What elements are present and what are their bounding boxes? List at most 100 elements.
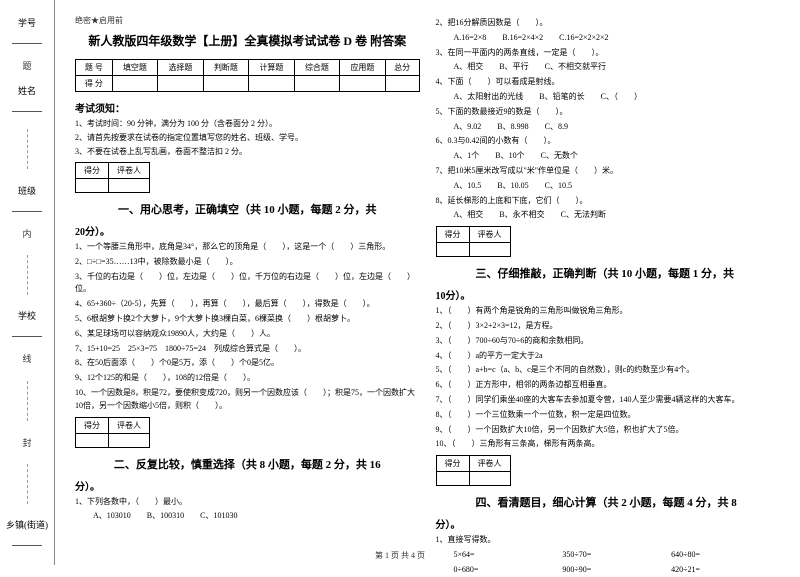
secrecy-label: 绝密★启用前 [75, 15, 420, 26]
section-2-sub: 分）。 [75, 478, 420, 493]
content-area: 绝密★启用前 新人教版四年级数学【上册】全真模拟考试试卷 D 卷 附答案 题 号… [55, 0, 800, 565]
margin-label-4: 学校 [18, 309, 36, 322]
s2-q6-opts: A、1个 B、10个 C、无数个 [436, 150, 781, 163]
th-5: 综合题 [294, 60, 340, 76]
s2-q8-opts: A、相交 B、永不相交 C、无法判断 [436, 209, 781, 222]
s4-q1: 1、直接写得数。 [436, 534, 781, 547]
rubric-table-3: 得分评卷人 [436, 226, 511, 257]
th-4: 计算题 [249, 60, 295, 76]
s3-q6: 6、（ ）正方形中，相邻的两条边都互相垂直。 [436, 379, 781, 392]
section-1-title: 一、用心思考，正确填空（共 10 小题，每题 2 分，共 [75, 201, 420, 217]
rubric-score: 得分 [436, 456, 469, 472]
margin-label-5: 乡镇(街道) [6, 518, 48, 531]
th-6: 应用题 [340, 60, 386, 76]
notice-1: 1、考试时间：90 分钟，满分为 100 分（含卷面分 2 分）。 [75, 118, 420, 130]
score-cell [385, 76, 419, 92]
rubric-score: 得分 [76, 417, 109, 433]
s1-q1: 1、一个等腰三角形中，底角是34°，那么它的顶角是（ ），这是一个（ ）三角形。 [75, 241, 420, 254]
s2-q5-opts: A、9.02 B、8.998 C、8.9 [436, 121, 781, 134]
rubric-empty [109, 179, 150, 193]
calc-row-2: 0÷680= 900÷90= 420÷21= [436, 564, 781, 577]
col-mark-2: 内 [21, 226, 34, 241]
rubric-grader: 评卷人 [109, 163, 150, 179]
rubric-grader: 评卷人 [469, 227, 510, 243]
score-table: 题 号 填空题 选择题 判断题 计算题 综合题 应用题 总分 得 分 [75, 59, 420, 92]
left-margin: 学号 题 姓名 班级 内 学校 线 封 乡镇(街道) [0, 0, 55, 565]
s2-q8: 8、延长梯形的上底和下底，它们（ ）。 [436, 195, 781, 208]
section-4-title: 四、看清题目，细心计算（共 2 小题，每题 4 分，共 8 [436, 494, 781, 510]
s2-q6: 6、0.3与0.42间的小数有（ ）。 [436, 135, 781, 148]
s1-q8: 8、在50后面添（ ）个0是5万，添（ ）个0是5亿。 [75, 357, 420, 370]
margin-line [12, 211, 42, 212]
margin-label-3: 班级 [18, 184, 36, 197]
col-mark-4: 封 [21, 435, 34, 450]
calc-2b: 900÷90= [562, 564, 671, 577]
section-4-sub: 分）。 [436, 516, 781, 531]
left-column: 绝密★启用前 新人教版四年级数学【上册】全真模拟考试试卷 D 卷 附答案 题 号… [67, 15, 428, 550]
col-mark-1: 题 [21, 58, 34, 73]
th-7: 总分 [385, 60, 419, 76]
s1-q9: 9、12个125的和是（ ），108的12倍是（ ）。 [75, 372, 420, 385]
dash-line [27, 255, 28, 295]
s1-q7: 7、15+10=25 25×3=75 1800÷75=24 列成综合算式是（ ）… [75, 343, 420, 356]
s2-q1-opts: A、103010 B、100310 C、101030 [75, 510, 420, 523]
rubric-grader: 评卷人 [469, 456, 510, 472]
s2-q2: 2、把16分解质因数是（ ）。 [436, 17, 781, 30]
s3-q5: 5、（ ）a+b=c（a、b、c是三个不同的自然数），则c的约数至少有4个。 [436, 364, 781, 377]
th-0: 题 号 [76, 60, 113, 76]
rubric-score: 得分 [436, 227, 469, 243]
rubric-score: 得分 [76, 163, 109, 179]
rubric-empty [109, 433, 150, 447]
calc-2a: 0÷680= [454, 564, 563, 577]
rubric-empty [469, 472, 510, 486]
notice-3: 3、不要在试卷上乱写乱画，卷面不整洁扣 2 分。 [75, 146, 420, 158]
rubric-table-2: 得分评卷人 [75, 417, 150, 448]
dash-line [27, 129, 28, 169]
rubric-empty [436, 243, 469, 257]
s3-q10: 10、（ ）三角形有三条高，梯形有两条高。 [436, 438, 781, 451]
exam-page: 学号 题 姓名 班级 内 学校 线 封 乡镇(街道) 绝密★启用前 新人教版四年… [0, 0, 800, 565]
rubric-grader: 评卷人 [109, 417, 150, 433]
s1-q4: 4、65+360÷（20-5），先算（ ），再算（ ），最后算（ ），得数是（ … [75, 298, 420, 311]
rubric-empty [76, 433, 109, 447]
s2-q2-opts: A.16=2×8 B.16=2×4×2 C.16=2×2×2×2 [436, 32, 781, 45]
s1-q6: 6、某足球场可以容纳观众19890人，大约是（ ）人。 [75, 328, 420, 341]
margin-line [12, 111, 42, 112]
section-3-sub: 10分）。 [436, 287, 781, 302]
s3-q1: 1、（ ）有两个角是锐角的三角形叫做锐角三角形。 [436, 305, 781, 318]
s1-q10: 10、一个因数是8，积是72，要使积变成720，则另一个因数应该（ ）；积是75… [75, 387, 420, 413]
score-cell [203, 76, 249, 92]
exam-title: 新人教版四年级数学【上册】全真模拟考试试卷 D 卷 附答案 [75, 32, 420, 49]
s2-q7-opts: A、10.5 B、10.05 C、10.5 [436, 180, 781, 193]
section-1-sub: 20分）。 [75, 223, 420, 238]
rubric-table-4: 得分评卷人 [436, 455, 511, 486]
page-footer: 第 1 页 共 4 页 [0, 550, 800, 561]
s3-q7: 7、（ ）同学们乘坐40座的大客车去参加夏令营，140人至少需要4辆这样的大客车… [436, 394, 781, 407]
col-mark-3: 线 [21, 351, 34, 366]
th-3: 判断题 [203, 60, 249, 76]
section-3-title: 三、仔细推敲，正确判断（共 10 小题，每题 1 分，共 [436, 265, 781, 281]
rubric-empty [469, 243, 510, 257]
margin-line [12, 336, 42, 337]
score-cell [158, 76, 204, 92]
s3-q3: 3、（ ）700÷60与70÷6的商和余数相同。 [436, 335, 781, 348]
notice-title: 考试须知： [75, 100, 420, 115]
s1-q3: 3、千位的右边是（ ）位，左边是（ ）位，千万位的右边是（ ）位，左边是（ ）位… [75, 271, 420, 297]
dash-line [27, 381, 28, 421]
s2-q5: 5、下面的数最接近9的数是（ ）。 [436, 106, 781, 119]
right-column: 2、把16分解质因数是（ ）。 A.16=2×8 B.16=2×4×2 C.16… [428, 15, 789, 550]
dash-line [27, 464, 28, 504]
rubric-empty [436, 472, 469, 486]
s2-q3-opts: A、相交 B、平行 C、不相交就平行 [436, 61, 781, 74]
rubric-empty [76, 179, 109, 193]
margin-label-2: 姓名 [18, 84, 36, 97]
s3-q9: 9、（ ）一个因数扩大10倍，另一个因数扩大5倍，积也扩大了5倍。 [436, 424, 781, 437]
s3-q8: 8、（ ）一个三位数乘一个一位数，积一定是四位数。 [436, 409, 781, 422]
th-2: 选择题 [158, 60, 204, 76]
th-1: 填空题 [112, 60, 158, 76]
score-row-label: 得 分 [76, 76, 113, 92]
s1-q5: 5、6根胡萝卜换2个大萝卜，9个大萝卜换3棵白菜，6棵菜换（ ）根胡萝卜。 [75, 313, 420, 326]
s2-q3: 3、在同一平面内的两条直线，一定是（ ）。 [436, 47, 781, 60]
margin-label-1: 学号 [18, 16, 36, 29]
margin-line [12, 545, 42, 546]
